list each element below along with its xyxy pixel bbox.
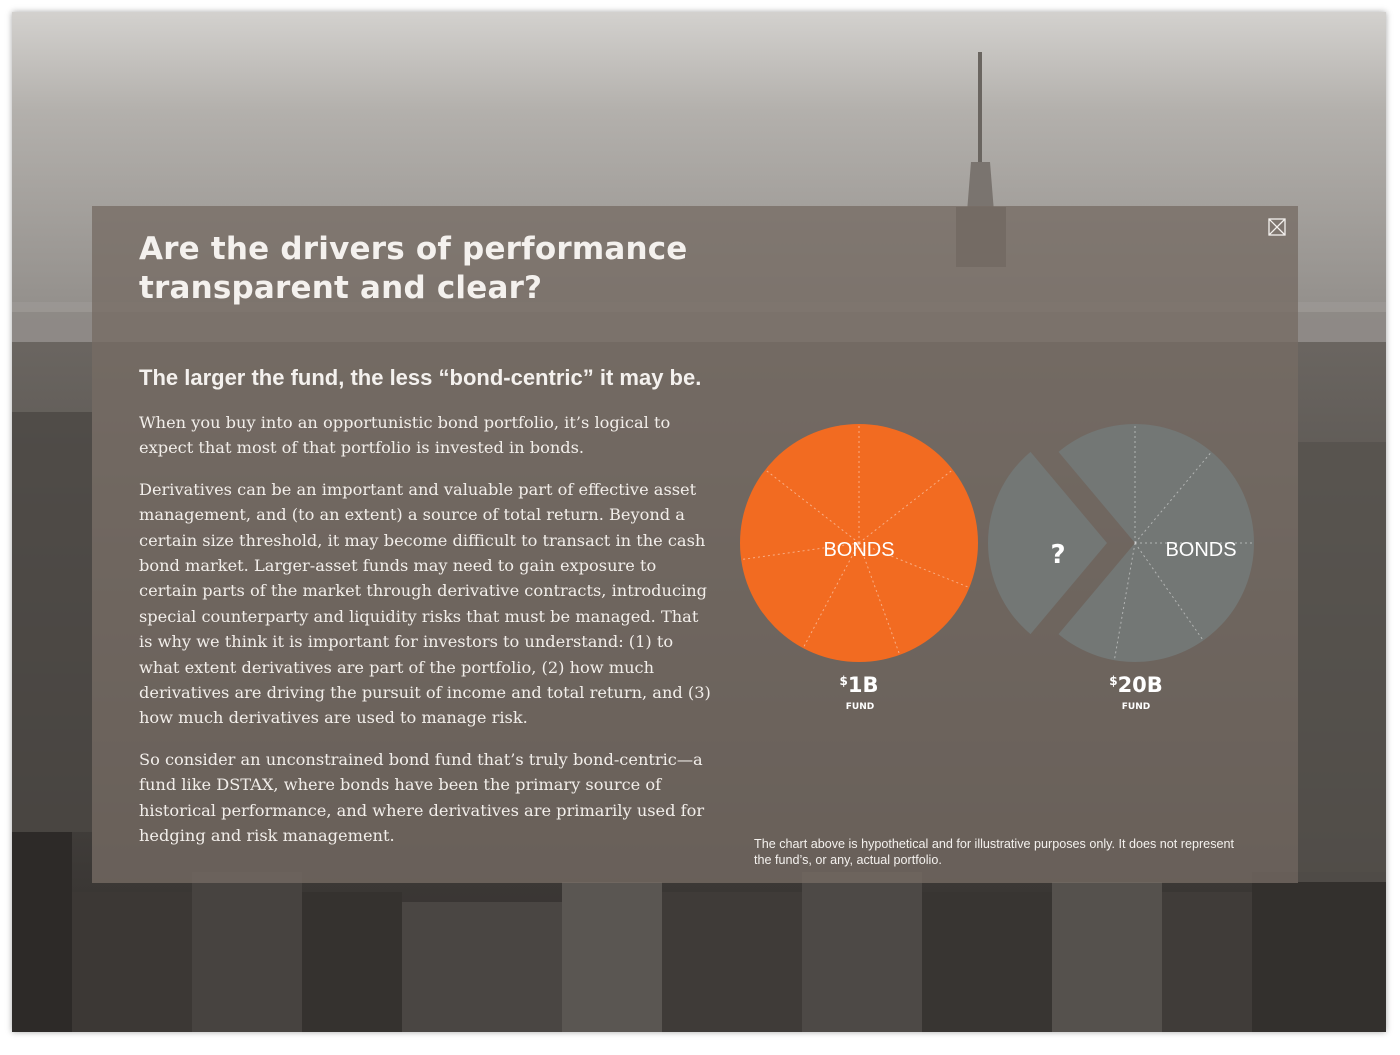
body-paragraph-3: So consider an unconstrained bond fund t…	[139, 749, 705, 846]
pie-2-bonds-slice	[1058, 424, 1254, 662]
pie-1-bonds-label: BONDS	[823, 539, 894, 561]
modal-headline: Are the drivers of performance transpare…	[139, 231, 688, 306]
body-paragraph-1: When you buy into an opportunistic bond …	[139, 413, 671, 458]
pie-1-bonds-slice	[740, 424, 978, 662]
pie-2-unknown-label: ?	[1050, 540, 1065, 570]
modal-subhead: The larger the fund, the less “bond-cent…	[139, 365, 702, 390]
pie-1b-fund: BONDS $1B FUND	[740, 424, 978, 712]
close-icon[interactable]: close	[1268, 218, 1286, 236]
chart-disclaimer: The chart above is hypothetical and for …	[754, 837, 1234, 867]
body-copy: When you buy into an opportunistic bond …	[139, 410, 714, 865]
pie-1-fund-label: FUND	[846, 702, 874, 712]
fund-pie-charts: BONDS $1B FUND ? BONDS $20B FUND	[740, 424, 1254, 712]
pie-2-unknown-slice	[988, 451, 1107, 635]
pie-2-fund-label: FUND	[1122, 702, 1150, 712]
body-paragraph-2: Derivatives can be an important and valu…	[139, 479, 711, 728]
pie-2-bonds-label: BONDS	[1165, 539, 1236, 561]
info-modal: close Are the drivers of performance tra…	[92, 206, 1298, 883]
screenshot-frame: close Are the drivers of performance tra…	[12, 12, 1386, 1032]
pie-1-amount: $1B	[840, 673, 879, 697]
pie-2-amount: $20B	[1109, 673, 1163, 697]
pie-20b-fund: ? BONDS $20B FUND	[988, 424, 1254, 712]
